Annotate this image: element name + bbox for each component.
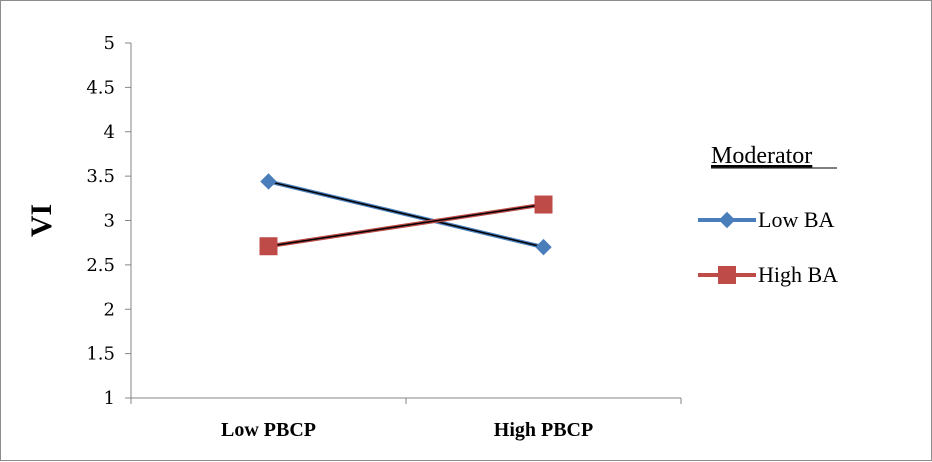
legend: Moderator Low BA High BA <box>698 143 838 287</box>
x-category-label: Low PBCP <box>221 419 316 441</box>
y-tick-label: 4 <box>104 122 115 143</box>
legend-item: High BA <box>698 262 838 287</box>
x-category-label: High PBCP <box>494 419 593 441</box>
series-trendline <box>268 203 544 247</box>
y-tick-label: 3 <box>104 211 115 232</box>
legend-label: High BA <box>758 262 838 287</box>
y-tick-label: 4.5 <box>86 77 115 98</box>
y-tick-label: 2.5 <box>86 255 115 276</box>
y-axis-label: VI <box>25 204 58 237</box>
y-axis-ticks: 1 1.5 2 2.5 3 3.5 4 4.5 5 <box>86 33 131 409</box>
data-point <box>259 237 278 256</box>
legend-title: Moderator <box>711 143 812 169</box>
axes <box>130 43 681 399</box>
data-point <box>535 238 552 256</box>
data-point <box>534 195 553 214</box>
y-tick-label: 1.5 <box>86 344 115 365</box>
legend-label: Low BA <box>758 207 835 232</box>
y-tick-label: 3.5 <box>86 166 115 187</box>
legend-item: Low BA <box>698 207 835 232</box>
y-tick-label: 2 <box>104 299 115 320</box>
legend-marker <box>718 211 736 229</box>
series-layer <box>259 173 553 256</box>
y-tick-label: 5 <box>104 33 115 54</box>
series-low-ba <box>260 173 552 256</box>
series-trendline <box>268 180 544 248</box>
legend-marker <box>718 266 736 284</box>
series-high-ba <box>259 195 553 256</box>
data-point <box>260 173 277 190</box>
x-axis-ticks: Low PBCP High PBCP <box>130 398 682 441</box>
y-tick-label: 1 <box>104 388 115 409</box>
